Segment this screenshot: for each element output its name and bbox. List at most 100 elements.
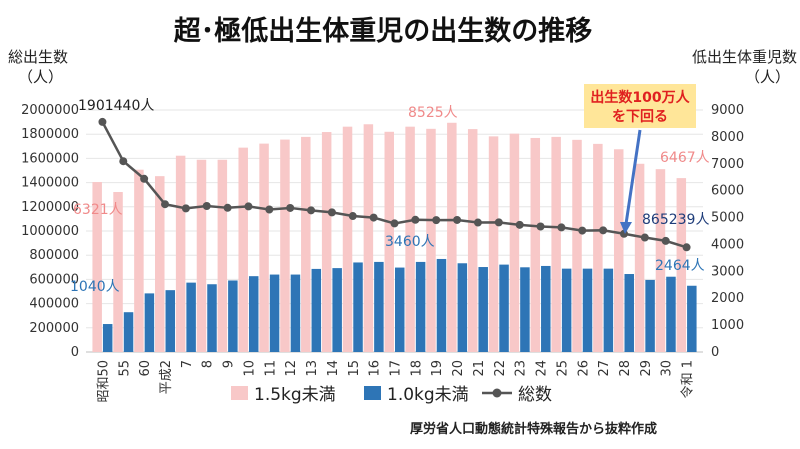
label-15kg-first: 6321人 bbox=[73, 202, 123, 218]
bar-1-0kg bbox=[499, 264, 509, 352]
bar-1-5kg bbox=[676, 178, 687, 352]
bar-1-0kg bbox=[645, 279, 655, 352]
total-point bbox=[265, 205, 274, 214]
total-point bbox=[140, 174, 149, 183]
x-tick-label: 10 bbox=[242, 360, 257, 377]
bar-1-0kg bbox=[102, 324, 113, 352]
x-tick-label: 28 bbox=[618, 360, 633, 377]
bar-1-0kg bbox=[561, 268, 572, 352]
bar-1-0kg bbox=[520, 267, 530, 352]
legend: 1.5kg未満 1.0kg未満 総数 bbox=[231, 385, 552, 405]
total-point bbox=[578, 226, 587, 235]
bar-1-5kg bbox=[155, 176, 165, 352]
bar-1-5kg bbox=[405, 126, 415, 352]
legend-swatch-10kg bbox=[364, 386, 381, 400]
x-tick-label: 24 bbox=[535, 360, 550, 377]
x-tick-label: 昭和50 bbox=[96, 360, 111, 403]
series-1-0kg-bars bbox=[102, 258, 697, 352]
label-15kg-peak: 8525人 bbox=[408, 105, 458, 121]
x-tick-label: 令和 1 bbox=[681, 360, 696, 398]
x-tick-label: 15 bbox=[347, 360, 362, 377]
bar-1-0kg bbox=[395, 267, 405, 352]
total-point bbox=[682, 243, 691, 252]
bar-1-5kg bbox=[175, 155, 186, 352]
total-point bbox=[348, 212, 357, 221]
bar-1-0kg bbox=[457, 263, 468, 352]
bar-1-5kg bbox=[238, 147, 248, 352]
x-tick-label: 22 bbox=[493, 360, 508, 377]
y1-tick-label: 1000000 bbox=[21, 224, 79, 239]
bar-1-5kg bbox=[467, 129, 478, 352]
bar-1-5kg bbox=[551, 136, 561, 352]
bar-1-5kg bbox=[655, 169, 666, 352]
bar-1-0kg bbox=[541, 265, 551, 352]
y2-axis-label: 低出生体重児数 bbox=[692, 48, 797, 66]
bar-1-0kg bbox=[603, 268, 614, 352]
bar-1-5kg bbox=[321, 132, 332, 352]
bar-1-5kg bbox=[384, 131, 394, 352]
x-tick-label: 7 bbox=[180, 360, 195, 368]
bar-1-5kg bbox=[301, 136, 311, 352]
y1-tick-label: 0 bbox=[71, 345, 79, 360]
x-tick-label: 9 bbox=[222, 360, 237, 368]
y2-tick-labels: 0 1000 2000 3000 4000 5000 6000 7000 8000 9000 bbox=[711, 103, 744, 360]
x-tick-label: 18 bbox=[409, 360, 424, 377]
total-point bbox=[515, 220, 524, 229]
y2-tick-label: 5000 bbox=[711, 211, 744, 226]
series-1-5kg-bars bbox=[92, 122, 687, 353]
bar-1-0kg bbox=[624, 274, 634, 352]
x-tick-label: 26 bbox=[576, 360, 591, 377]
legend-marker-total bbox=[492, 388, 502, 398]
bar-1-5kg bbox=[259, 143, 269, 352]
callout-arrow bbox=[624, 129, 642, 225]
bar-1-0kg bbox=[415, 261, 426, 352]
chart-title: 超･極低出生体重児の出生数の推移 bbox=[174, 16, 593, 47]
y1-tick-label: 1400000 bbox=[21, 176, 79, 191]
total-point bbox=[181, 204, 190, 213]
bar-1-5kg bbox=[113, 192, 123, 352]
y2-tick-label: 9000 bbox=[711, 103, 744, 118]
total-point bbox=[536, 222, 545, 231]
x-tick-label: 55 bbox=[117, 360, 132, 377]
bar-1-5kg bbox=[509, 133, 520, 352]
bar-1-0kg bbox=[165, 290, 176, 352]
bar-1-0kg bbox=[144, 293, 155, 352]
x-tick-label: 25 bbox=[555, 360, 570, 377]
bar-1-5kg bbox=[634, 163, 645, 352]
y2-tick-label: 7000 bbox=[711, 157, 744, 172]
series-total-line bbox=[98, 117, 691, 252]
bar-1-0kg bbox=[332, 268, 342, 352]
label-total-first: 1901440人 bbox=[78, 98, 154, 114]
x-tick-labels: 昭和50 55 60 平成2 7 8 9 10 11 12 13 14 15 16 17 18 19 20 21 22… bbox=[96, 360, 695, 403]
bar-1-5kg bbox=[488, 136, 499, 352]
total-point bbox=[307, 206, 316, 215]
x-tick-label: 21 bbox=[472, 360, 487, 377]
total-point bbox=[453, 215, 462, 224]
bar-1-0kg bbox=[290, 274, 301, 352]
total-point bbox=[557, 223, 566, 232]
x-tick-label: 17 bbox=[389, 360, 404, 377]
bar-1-0kg bbox=[353, 262, 363, 352]
y1-tick-label: 2000000 bbox=[21, 103, 79, 118]
total-point bbox=[202, 202, 211, 211]
x-tick-label: 23 bbox=[514, 360, 529, 377]
bar-1-0kg bbox=[478, 267, 488, 352]
bar-1-0kg bbox=[311, 268, 322, 352]
total-point bbox=[223, 203, 232, 212]
bar-1-5kg bbox=[593, 143, 603, 352]
y2-tick-label: 8000 bbox=[711, 130, 744, 145]
bar-1-5kg bbox=[280, 139, 290, 352]
y1-tick-label: 1200000 bbox=[21, 200, 79, 215]
bar-1-0kg bbox=[582, 268, 593, 352]
y1-tick-label: 200000 bbox=[29, 321, 79, 336]
y2-tick-label: 0 bbox=[711, 345, 719, 360]
bar-1-0kg bbox=[123, 312, 134, 352]
total-point bbox=[473, 218, 482, 227]
x-tick-label: 19 bbox=[430, 360, 445, 377]
bar-1-0kg bbox=[228, 280, 238, 352]
legend-label-total: 総数 bbox=[518, 385, 552, 405]
bar-1-5kg bbox=[92, 182, 102, 352]
bar-1-0kg bbox=[687, 285, 697, 352]
total-point bbox=[244, 202, 253, 211]
callout: 出生数100万人 を下回る bbox=[584, 84, 696, 234]
